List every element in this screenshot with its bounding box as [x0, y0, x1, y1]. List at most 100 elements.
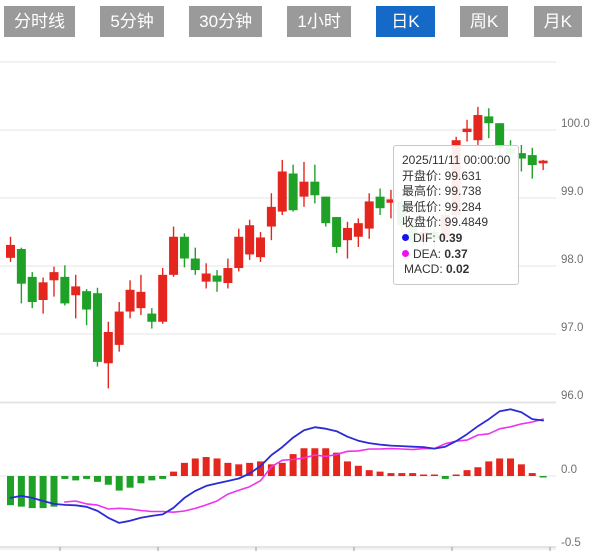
macd-histogram-bar — [39, 476, 47, 509]
candle-body[interactable] — [92, 293, 102, 362]
timeframe-toolbar: 分时线 5分钟 30分钟 1小时 日K 周K 月K — [4, 6, 582, 37]
tooltip-row-dea: DEA: 0.37 — [402, 247, 510, 263]
tooltip-datetime: 2025/11/11 00:00:00 — [402, 153, 511, 167]
candle-body[interactable] — [495, 123, 505, 149]
tooltip-row-最高价: 最高价: 99.738 — [402, 184, 482, 199]
macd-histogram-bar — [72, 476, 80, 481]
macd-histogram-bar — [278, 462, 286, 476]
macd-histogram-bar — [257, 461, 265, 476]
tooltip-row-macd: MACD: 0.02 — [404, 262, 470, 277]
macd-histogram-bar — [159, 476, 167, 479]
candle-body[interactable] — [82, 291, 92, 310]
macd-histogram-bar — [474, 467, 482, 476]
candle-body[interactable] — [527, 155, 537, 166]
macd-histogram-bar — [104, 476, 112, 485]
candle-body[interactable] — [125, 289, 135, 312]
macd-axis-label: -0.5 — [561, 537, 581, 549]
candle-body[interactable] — [516, 153, 526, 159]
candle-body[interactable] — [169, 236, 179, 275]
dif-line — [9, 408, 544, 524]
macd-histogram-bar — [496, 458, 504, 476]
macd-axis-label: 0.0 — [561, 464, 577, 476]
macd-histogram-bar — [148, 476, 156, 481]
candle-body[interactable] — [16, 249, 26, 284]
dea-legend-dot-icon — [402, 249, 409, 257]
ohlc-tooltip: 2025/11/11 00:00:00 开盘价: 99.631 最高价: 99.7… — [393, 145, 520, 285]
candle-body[interactable] — [71, 286, 81, 296]
candle-body[interactable] — [321, 196, 331, 224]
macd-histogram-bar — [246, 462, 254, 476]
macd-histogram-bar — [409, 473, 417, 476]
candle-body[interactable] — [266, 206, 276, 227]
candle-body[interactable] — [288, 173, 298, 211]
candle-body[interactable] — [60, 276, 70, 304]
candle-body[interactable] — [473, 115, 483, 141]
candle-body[interactable] — [277, 171, 287, 212]
macd-histogram-bar — [213, 458, 221, 476]
candle-body[interactable] — [234, 236, 244, 269]
candle-body[interactable] — [179, 236, 189, 259]
macd-histogram-bar — [463, 470, 471, 476]
candle-body[interactable] — [201, 273, 211, 282]
candle-body[interactable] — [158, 274, 168, 322]
candle-body[interactable] — [38, 282, 48, 300]
timeframe-button-30min[interactable]: 30分钟 — [189, 6, 263, 37]
candle-body[interactable] — [310, 181, 320, 196]
macd-histogram-bar — [50, 476, 58, 507]
candle-body[interactable] — [27, 276, 37, 303]
candle-body[interactable] — [256, 237, 266, 258]
candle-body[interactable] — [386, 199, 396, 203]
macd-histogram-bar — [539, 476, 547, 478]
macd-histogram-bar — [7, 476, 14, 506]
macd-histogram-bar — [430, 474, 438, 476]
candle-body[interactable] — [223, 268, 233, 283]
macd-histogram-bar — [115, 476, 123, 491]
dif-legend-dot-icon — [402, 233, 409, 241]
timeframe-button-monthly-k[interactable]: 月K — [533, 6, 582, 37]
macd-histogram-bar — [420, 474, 428, 476]
macd-histogram-bar — [398, 473, 406, 476]
candle-body[interactable] — [103, 331, 113, 364]
macd-histogram-bar — [224, 462, 232, 476]
candle-body[interactable] — [245, 225, 255, 255]
candle-body[interactable] — [462, 128, 472, 133]
macd-histogram-bar — [83, 476, 91, 479]
timeframe-button-5min[interactable]: 5分钟 — [100, 6, 164, 37]
macd-histogram-bar — [441, 476, 449, 479]
candle-body[interactable] — [484, 116, 494, 124]
macd-histogram-bar — [126, 476, 134, 488]
macd-histogram-bar — [354, 465, 362, 476]
timeframe-button-weekly-k[interactable]: 周K — [459, 6, 509, 37]
candle-body[interactable] — [212, 275, 222, 282]
price-axis-label: 96.0 — [561, 390, 583, 402]
macd-histogram-bar — [137, 476, 145, 484]
candle-body[interactable] — [342, 227, 352, 241]
macd-histogram-bar — [311, 448, 319, 476]
macd-histogram-bar — [28, 476, 36, 509]
macd-histogram-bar — [191, 458, 199, 476]
macd-histogram-bar — [343, 461, 351, 476]
candle-body[interactable] — [299, 181, 309, 197]
timeframe-button-daily-k[interactable]: 日K — [376, 6, 435, 37]
candle-body[interactable] — [114, 311, 124, 345]
tooltip-row-dif: DIF: 0.39 — [402, 231, 510, 247]
macd-histogram-bar — [202, 457, 210, 476]
candle-body[interactable] — [49, 272, 59, 281]
candle-body[interactable] — [538, 160, 548, 164]
candle-body[interactable] — [190, 258, 200, 271]
candle-body[interactable] — [6, 244, 15, 258]
macd-histogram-bar — [528, 473, 536, 476]
tooltip-row-最低价: 最低价: 99.284 — [402, 199, 482, 214]
timeframe-button-1hour[interactable]: 1小时 — [287, 6, 351, 37]
candle-body[interactable] — [136, 291, 146, 309]
candle-body[interactable] — [364, 201, 374, 229]
candle-body[interactable] — [353, 223, 363, 237]
macd-histogram-bar — [376, 471, 384, 476]
tooltip-row-开盘价: 开盘价: 99.631 — [402, 168, 482, 183]
price-axis-label: 97.0 — [561, 322, 583, 334]
timeframe-button-time-line[interactable]: 分时线 — [4, 6, 75, 37]
candle-body[interactable] — [147, 313, 157, 322]
candle-body[interactable] — [332, 217, 342, 247]
candle-body[interactable] — [375, 196, 385, 209]
